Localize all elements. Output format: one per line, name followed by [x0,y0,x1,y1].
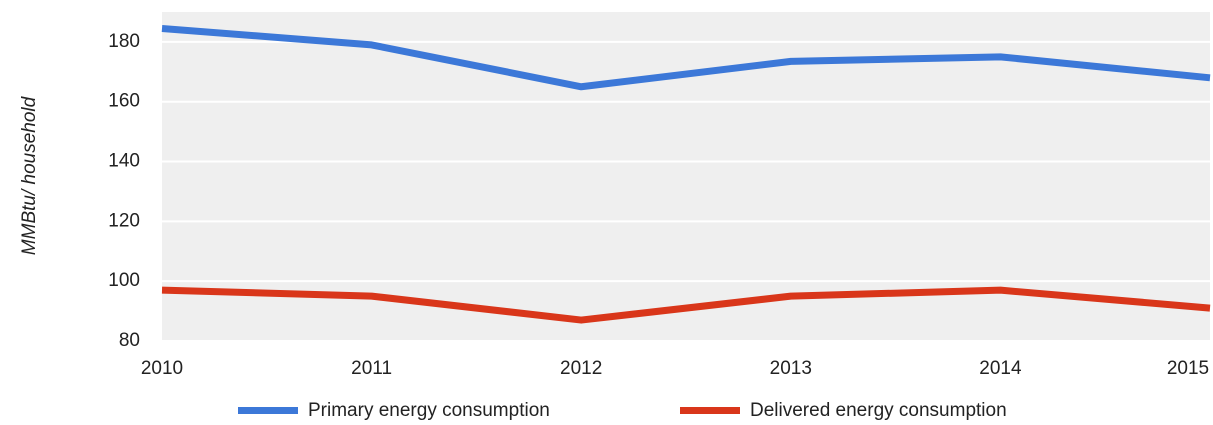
y-tick-label: 100 [108,270,140,291]
x-tick-label: 2012 [560,358,602,379]
x-tick-label: 2013 [770,358,812,379]
series-line [161,24,1211,91]
y-tick-label: 120 [108,210,140,231]
y-tick-label: 180 [108,31,140,52]
x-tick-label: 2010 [141,358,183,379]
x-tick-label: 2011 [351,358,392,379]
legend-label: Delivered energy consumption [750,400,1007,421]
y-tick-label: 80 [119,330,140,351]
legend-swatch [680,407,740,414]
x-tick-label: 2015 [1167,358,1209,379]
legend-swatch [238,407,298,414]
y-tick-label: 140 [108,151,140,172]
legend-label: Primary energy consumption [308,400,550,421]
y-tick-label: 160 [108,91,140,112]
y-axis-label: MMBtu/ household [19,95,40,255]
x-tick-label: 2014 [979,358,1022,379]
plot-area [162,12,1210,341]
series-line [161,286,1211,324]
